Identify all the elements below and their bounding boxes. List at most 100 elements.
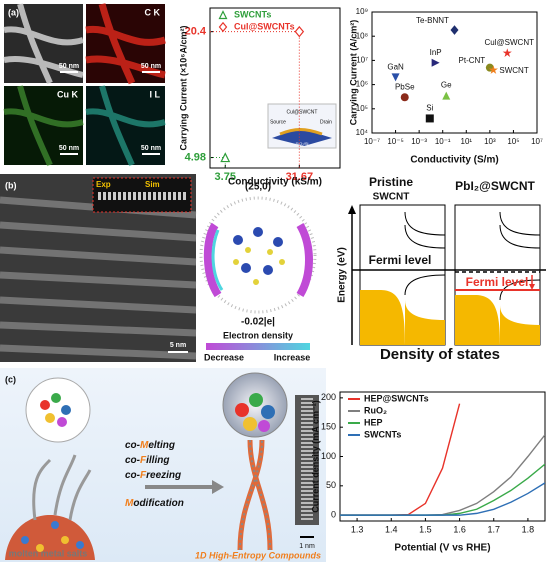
diagram-title: SWCNT xyxy=(373,192,410,203)
x-axis-title: Conductivity (S/m) xyxy=(410,155,498,166)
x-tick-label: 1.4 xyxy=(385,524,398,534)
legend-swatch xyxy=(218,10,228,20)
point-label: PbSe xyxy=(395,82,415,91)
x-tick-label: 1.8 xyxy=(522,524,535,534)
element-label: Cu K xyxy=(57,89,78,99)
y-tick-label: 50 xyxy=(326,480,336,490)
product-label: 1D High-Entropy Compounds xyxy=(195,550,321,560)
panel-label: (a) xyxy=(8,7,19,17)
line-series xyxy=(340,482,545,516)
scale-bar: 50 nm xyxy=(141,63,161,70)
band-diagram: Pristine SWCNT PbI₂@SWCNT Energy (eV) Fe… xyxy=(337,175,546,363)
x-tick-label: 10⁵ xyxy=(507,137,519,146)
point xyxy=(502,48,512,57)
inset-label: SiO₂/Si xyxy=(296,141,309,146)
point-label: SWCNT xyxy=(499,66,528,75)
x-tick-label: 10⁻⁷ xyxy=(364,137,380,146)
y-tick-label: 10⁵ xyxy=(356,104,368,113)
point-label: Te-BNNT xyxy=(416,16,449,25)
y-tick-label: 10⁴ xyxy=(356,128,369,137)
scale-bar: 50 nm xyxy=(59,63,79,70)
point xyxy=(450,25,459,35)
x-tick-label: 1.6 xyxy=(453,524,466,534)
legend-label: HEP@SWCNTs xyxy=(364,393,429,403)
structure: (25,0) -0.02|e| Electron density Decreas… xyxy=(199,182,317,362)
legend-swatch xyxy=(218,21,228,33)
axis-title: Density of states xyxy=(380,346,500,363)
legend-label: SWCNTs xyxy=(364,429,401,439)
line-series xyxy=(340,463,545,516)
point-label: GaN xyxy=(387,62,404,71)
x-tick-label: 1.3 xyxy=(351,524,364,534)
y-axis-title: Carrying Current (A/cm²) xyxy=(348,20,358,126)
x-tick-label: 10⁷ xyxy=(531,137,543,146)
x-axis-title: Potential (V vs RHE) xyxy=(394,543,490,554)
panel-label: (c) xyxy=(5,374,16,384)
step-label: co-Filling xyxy=(125,455,169,466)
x-tick-label: 10⁻³ xyxy=(411,137,427,146)
element-label: I L xyxy=(150,89,161,99)
inset-label: Drain xyxy=(320,119,332,125)
point-label: Cul@SWCNT xyxy=(485,38,535,47)
y-tick-label: 4.98 xyxy=(185,151,206,163)
point-label: Pt-CNT xyxy=(459,56,486,65)
y-tick-label: 10⁶ xyxy=(356,80,368,89)
colorbar-label: Increase xyxy=(274,352,311,362)
x-tick-label: 10⁻¹ xyxy=(435,137,451,146)
x-tick-label: 1.7 xyxy=(487,524,500,534)
colorbar-title: Electron density xyxy=(223,330,293,340)
y-tick-label: 100 xyxy=(321,451,336,461)
axis-title: Energy (eV) xyxy=(337,247,348,303)
x-tick-label: 10¹ xyxy=(461,137,473,146)
legend-label: SWCNTs xyxy=(234,9,271,19)
legend-label: Cul@SWCNTs xyxy=(234,21,295,31)
x-tick-label: 1.5 xyxy=(419,524,432,534)
schematic: co-Melting co-Filling co-Freezing Modifi… xyxy=(0,368,326,562)
x-axis-title: Conductivity (kS/m) xyxy=(228,177,322,188)
y-axis-title: Carrying Current (×10⁶A/cm²) xyxy=(178,26,188,151)
charge: -0.02|e| xyxy=(241,317,275,328)
step-label: co-Freezing xyxy=(125,470,181,481)
inset-label: Sim xyxy=(145,180,160,189)
x-tick-label: 3.75 xyxy=(215,171,236,183)
step-label: Modification xyxy=(125,498,184,509)
y-tick-label: 10⁹ xyxy=(356,7,368,16)
line-series xyxy=(340,434,545,516)
step-label: co-Melting xyxy=(125,440,175,451)
legend-label: RuO₂ xyxy=(364,405,387,415)
scale-bar: 1 nm xyxy=(299,543,315,550)
device-inset: Cul@SWCNT Source Drain SiO₂/Si xyxy=(267,103,337,149)
colorbar-label: Decrease xyxy=(204,352,244,362)
chirality: (25,0) xyxy=(245,182,271,193)
element-label: C K xyxy=(145,7,161,17)
diagram-title: PbI₂@SWCNT xyxy=(455,179,535,193)
inset-label: Cul@SWCNT xyxy=(287,109,318,115)
y-tick-label: 10⁸ xyxy=(356,31,368,40)
line-series xyxy=(340,403,461,516)
eds-maps: 50 nm 50 nm 50 nm 50 nm C K Cu K I L (a) xyxy=(3,3,167,167)
chart: 10⁻⁷ 10⁻⁵ 10⁻³ 10⁻¹ 10¹ 10³ 10⁵ 10⁷ 10⁴ 10⁵ 10⁶ 10⁷… xyxy=(348,7,543,166)
plot-frame xyxy=(371,11,538,134)
panel-label: (b) xyxy=(5,180,17,190)
y-axis-title: Current density (mA cm⁻²) xyxy=(310,400,320,512)
y-tick-label: 20.4 xyxy=(185,26,207,38)
point-label: Ge xyxy=(441,81,452,90)
y-tick-label: 10⁷ xyxy=(356,56,368,65)
x-tick-label: 10⁻⁵ xyxy=(387,137,403,146)
legend-label: HEP xyxy=(364,417,383,427)
inset-label: Exp xyxy=(96,180,111,189)
point xyxy=(220,152,231,163)
fermi-label: Fermi level xyxy=(466,275,529,289)
fermi-label: Fermi level xyxy=(369,253,432,267)
scale-bar: 50 nm xyxy=(141,145,161,152)
x-tick-label: 10³ xyxy=(484,137,496,146)
point xyxy=(442,91,451,100)
scale-bar: 50 nm xyxy=(59,145,79,152)
point-label: Si xyxy=(426,104,433,113)
chart: 3.75 31.67 4.98 20.4 Conductivity (kS/m) Carr… xyxy=(178,7,341,188)
y-tick-label: 0 xyxy=(331,510,336,520)
y-tick-label: 200 xyxy=(321,392,336,402)
inset-label: Source xyxy=(270,119,286,125)
source-label: molten metal salts xyxy=(9,548,88,558)
